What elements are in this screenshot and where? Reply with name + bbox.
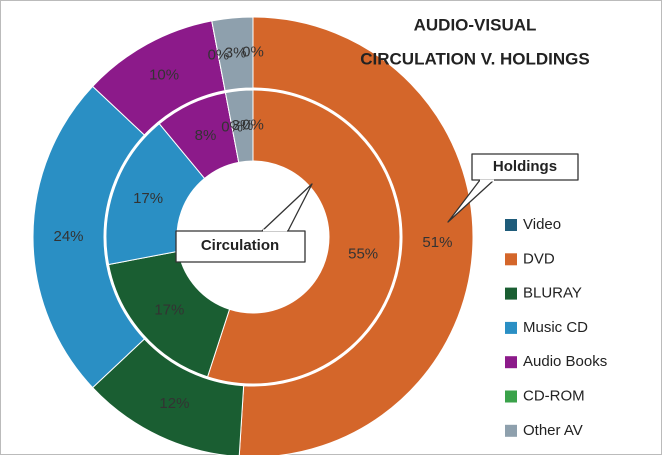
data-label: 0%	[208, 47, 230, 64]
legend-label: CD-ROM	[523, 387, 585, 404]
donut-slice	[211, 16, 254, 92]
callout-label: Holdings	[493, 158, 557, 175]
data-label: 17%	[154, 302, 184, 319]
legend-label: Audio Books	[523, 353, 607, 370]
data-label: 3%	[232, 117, 254, 134]
donut-slice	[238, 16, 474, 455]
circulation-callout	[175, 183, 313, 263]
legend-swatch	[505, 253, 517, 266]
data-label: 8%	[195, 127, 217, 144]
chart-title: AUDIO-VISUAL	[414, 15, 537, 34]
data-label: 12%	[159, 395, 189, 412]
callout-label: Circulation	[201, 237, 279, 254]
legend-label: DVD	[523, 250, 555, 267]
legend-label: Other AV	[523, 422, 583, 439]
data-label: 51%	[422, 234, 452, 251]
data-label: 0%	[242, 43, 264, 60]
legend-label: Video	[523, 216, 561, 233]
donut-slice	[224, 89, 254, 163]
legend-swatch	[505, 390, 517, 403]
data-label: 0%	[221, 118, 243, 135]
data-label: 24%	[53, 228, 83, 245]
donut-slice	[206, 89, 401, 385]
legend-label: Music CD	[523, 319, 588, 336]
data-label: 10%	[149, 66, 179, 83]
legend-swatch	[505, 321, 517, 334]
data-label: 55%	[348, 245, 378, 262]
holdings-callout	[447, 153, 579, 223]
data-label: 3%	[225, 44, 247, 61]
legend-label: BLURAY	[523, 285, 582, 302]
legend-swatch	[505, 424, 517, 437]
legend-swatch	[505, 219, 517, 231]
data-label: 0%	[242, 116, 264, 133]
legend-swatch	[505, 356, 517, 369]
chart-title: CIRCULATION V. HOLDINGS	[360, 49, 590, 68]
data-label: 17%	[133, 190, 163, 207]
legend-swatch	[505, 287, 517, 300]
